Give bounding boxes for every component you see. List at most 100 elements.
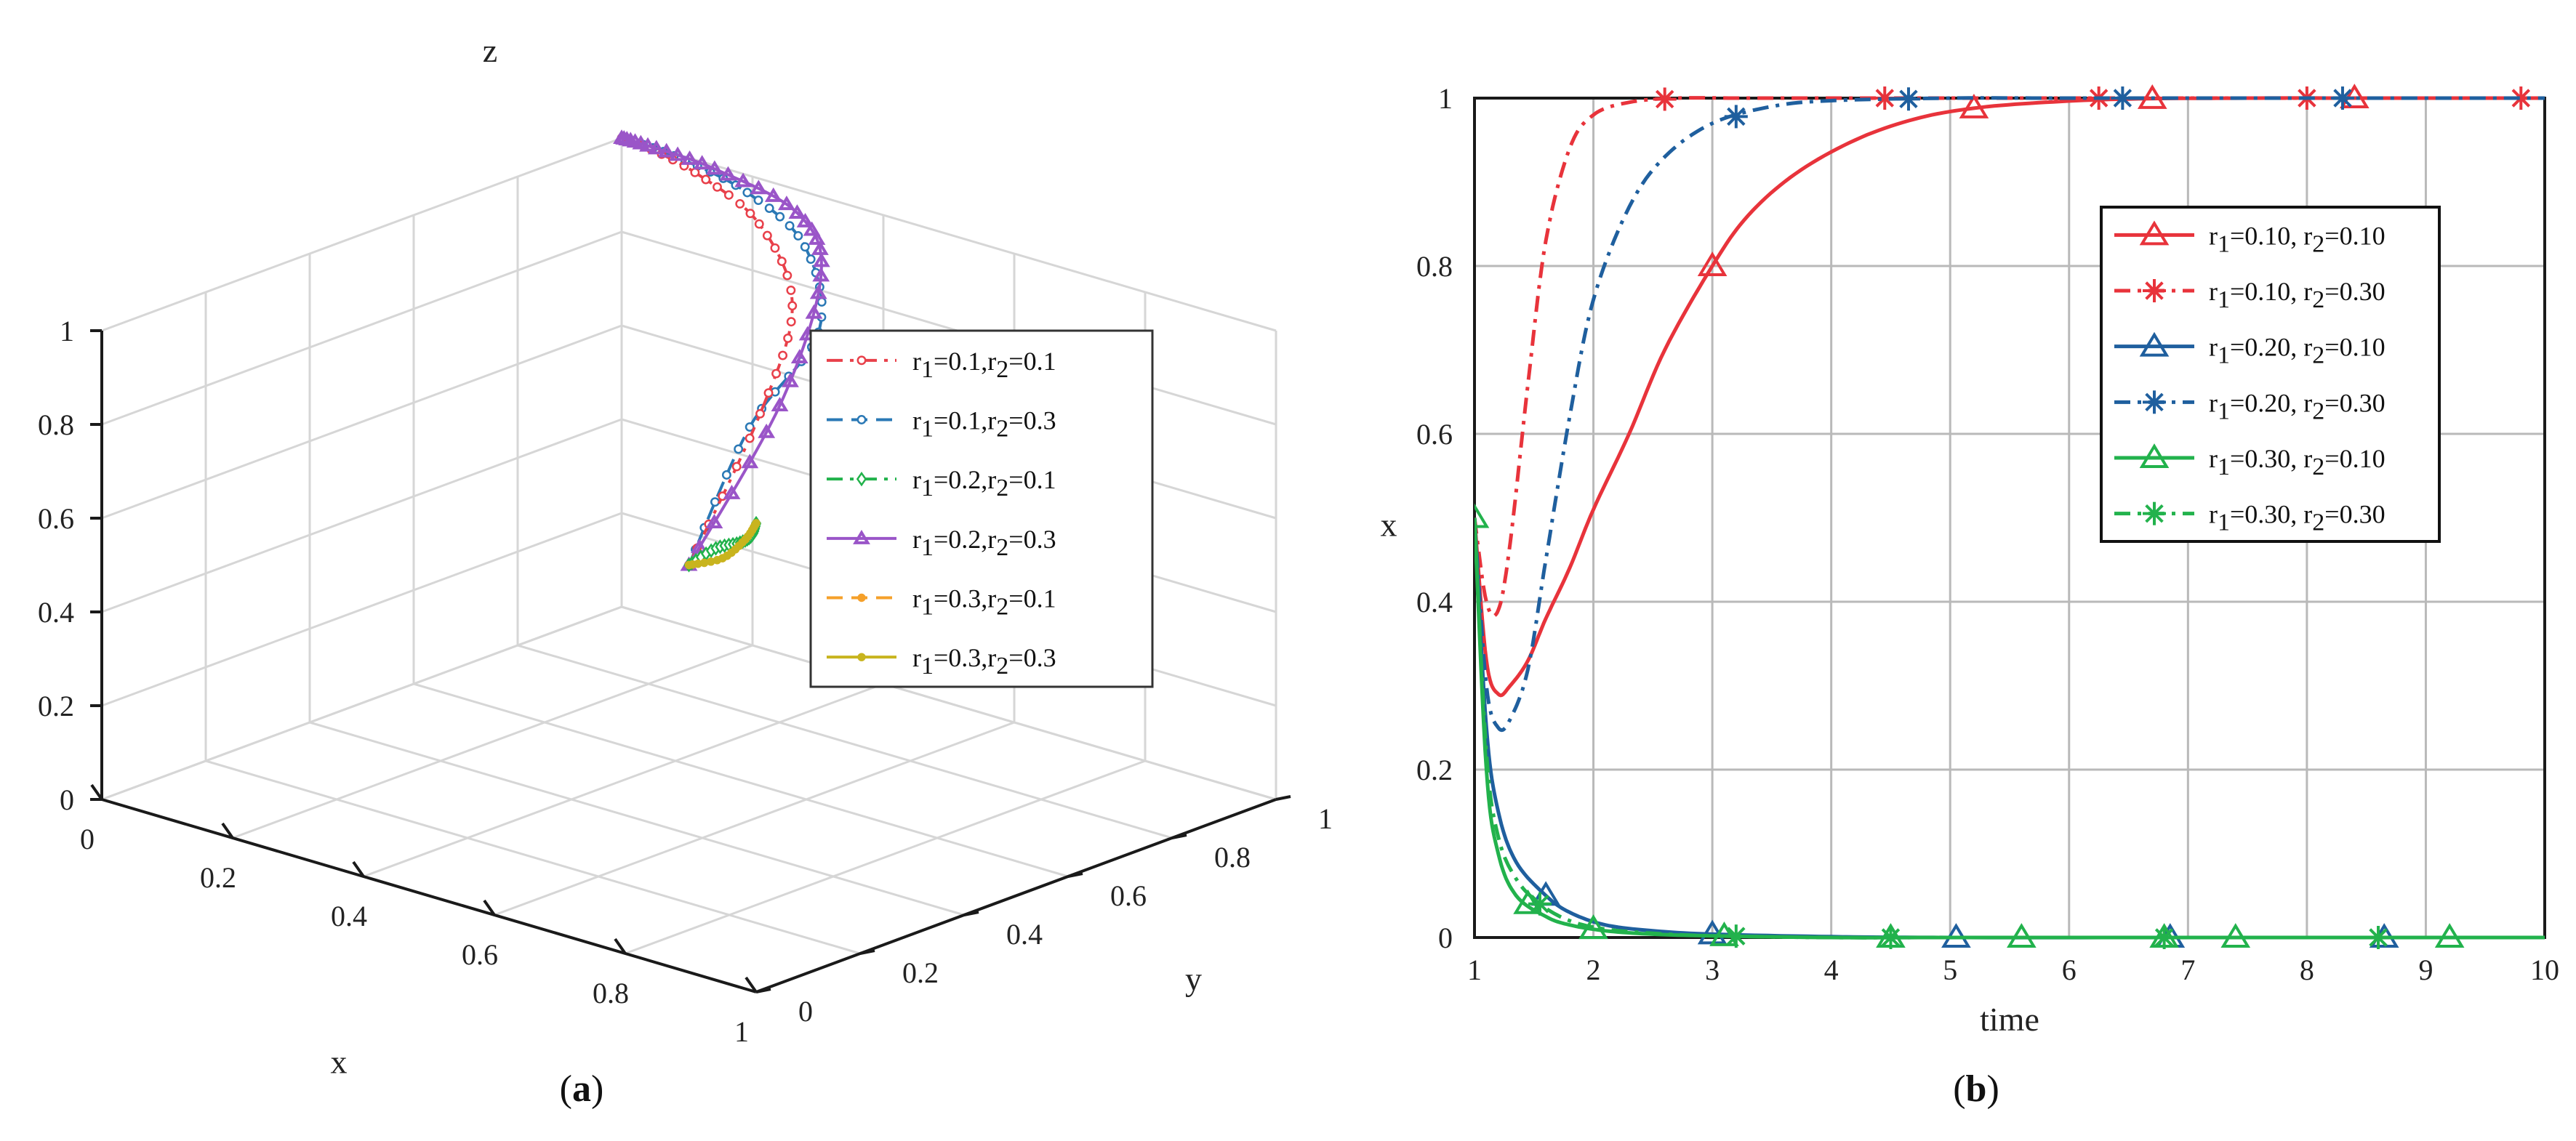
legend-text-part: r [2209, 500, 2218, 529]
trajectory-marker [745, 209, 755, 219]
y-tick-mark [963, 911, 979, 916]
legend-text-sub: 2 [2312, 286, 2324, 313]
series-path [1474, 517, 2545, 940]
panel-captions: (a) (b) [560, 1068, 1999, 1110]
trajectory-marker [701, 174, 711, 185]
star-stroke [1899, 89, 1918, 108]
legend-a-item: r1=0.1,r2=0.3 [827, 406, 1056, 443]
trajectory-marker [782, 270, 793, 281]
y-axis-line [755, 798, 1277, 993]
y-tick-label: 0.2 [1416, 754, 1453, 786]
legend-text-sub: 1 [921, 356, 934, 383]
legend-a-marker [857, 593, 866, 602]
legend-text-sub: 1 [2218, 286, 2230, 313]
series-marker [1697, 251, 1728, 276]
legend-text-part: r [912, 406, 921, 435]
trajectory-marker [758, 423, 776, 438]
trajectory-marker [793, 230, 803, 241]
back-wall-grid-line [101, 418, 622, 613]
series-path [1474, 517, 2545, 940]
trajectory-marker [669, 146, 687, 161]
legend-a-label: r1=0.3,r2=0.3 [912, 643, 1056, 680]
floor-grid-line [517, 644, 1173, 839]
trajectory-marker [764, 187, 782, 202]
legend-text-part: =0.30 [2324, 277, 2385, 306]
trajectory-marker [805, 304, 823, 319]
legend-text-part: =0.1 [1008, 465, 1056, 494]
legend-a-marker [856, 471, 867, 487]
legend-text-part: r [2209, 333, 2218, 362]
y-tick-label: 0.4 [1416, 586, 1453, 618]
floor-grid-line [625, 759, 1146, 955]
legend-a-item: r1=0.2,r2=0.1 [827, 465, 1056, 501]
legend-text-sub: 1 [921, 594, 934, 621]
caption-a: (a) [560, 1068, 604, 1110]
legend-b-marker [2143, 501, 2166, 525]
trajectory-marker [816, 297, 827, 307]
legend-text-part: =0.30 [2324, 500, 2385, 529]
x-axis-label: time [1980, 1001, 2039, 1038]
legend-a: r1=0.1,r2=0.1r1=0.1,r2=0.3r1=0.2,r2=0.1r… [809, 329, 1154, 688]
x-tick-label: 9 [2418, 953, 2433, 986]
z-tick-label: 0 [60, 783, 74, 816]
legend-text-part: =0.3 [1008, 643, 1056, 672]
floor-grid-line [494, 721, 1015, 916]
legend-text-part: =0.3,r [934, 643, 996, 672]
legend-text-part: r [912, 525, 921, 554]
legend-b-label: r1=0.20, r2=0.30 [2209, 388, 2386, 424]
x-tick-mark [483, 899, 496, 916]
y-tick-label: 1 [1438, 82, 1453, 115]
series-path [1474, 96, 2545, 618]
trajectory-marker [693, 155, 711, 170]
legend-text-sub: 1 [2218, 342, 2230, 369]
legend-text-sub: 2 [2312, 453, 2324, 480]
trajectory-marker [723, 484, 741, 499]
star-stroke [2145, 504, 2164, 523]
legend-text-sub: 2 [996, 416, 1008, 443]
floor-grid-line [205, 759, 861, 955]
y-tick-mark [755, 988, 771, 993]
legend-text-part: =0.10 [2324, 444, 2385, 473]
legend-text-sub: 2 [2312, 230, 2324, 257]
legend-b-item: r1=0.20, r2=0.10 [2114, 331, 2386, 369]
trajectory-marker [787, 301, 798, 311]
legend-a-marker [856, 355, 867, 366]
trajectory-marker [710, 497, 720, 507]
star-stroke [2369, 928, 2388, 947]
trajectory-marker [812, 267, 830, 282]
x-tick-label: 0.6 [462, 938, 498, 971]
y-tick-mark [1275, 795, 1291, 801]
legend-a-item: r1=0.3,r2=0.1 [827, 584, 1056, 621]
y-axis-label: x [1381, 507, 1397, 544]
legend-text-sub: 1 [921, 416, 934, 443]
legend-text-part: =0.30, r [2230, 444, 2312, 473]
legend-text-sub: 2 [2312, 398, 2324, 424]
legend-b-item: r1=0.30, r2=0.30 [2114, 500, 2386, 536]
legend-text-sub: 2 [2312, 342, 2324, 369]
x-tick-label: 1 [734, 1015, 749, 1048]
legend-b-marker [2143, 279, 2166, 302]
trajectory-marker [734, 444, 744, 454]
star-stroke [1875, 89, 1894, 108]
legend-text-part: =0.20, r [2230, 333, 2312, 362]
trajectory-marker [753, 195, 763, 206]
series-marker [1653, 87, 1677, 111]
trajectory-marker [770, 243, 780, 253]
floor-grid-line [413, 682, 1069, 878]
series-3d [613, 129, 830, 571]
legend-text-part: r [912, 347, 921, 376]
series-3d [684, 519, 761, 570]
trajectory-marker [690, 539, 708, 554]
star-stroke [1655, 89, 1674, 109]
legend-b-box [2100, 206, 2441, 543]
legend-text-part: =0.30, r [2230, 500, 2312, 529]
y-tick-label: 0 [798, 995, 813, 1028]
series-line [1474, 517, 2545, 949]
panel-a-3d-chart: 0000.20.20.20.40.40.40.60.60.60.80.80.81… [38, 32, 1333, 1081]
x-tick-label: 8 [2300, 953, 2314, 986]
legend-text-part: =0.1 [1008, 347, 1056, 376]
legend-b-marker [2139, 443, 2170, 468]
x-tick-label: 4 [1824, 953, 1839, 986]
legend-text-part: r [2209, 221, 2218, 250]
series-marker [1724, 105, 1748, 129]
